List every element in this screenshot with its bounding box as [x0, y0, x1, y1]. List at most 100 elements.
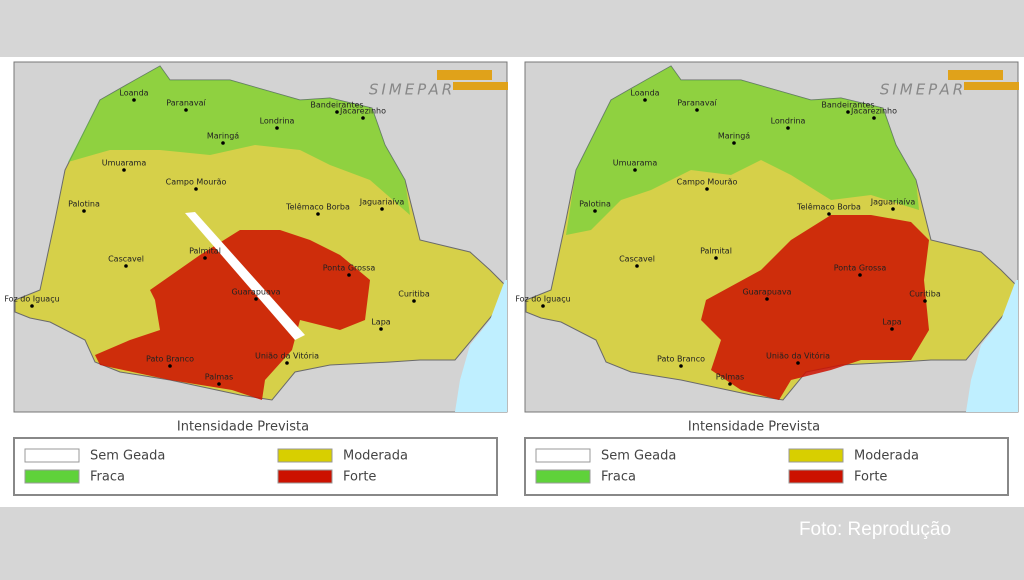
legend-box	[13, 437, 498, 496]
city-label: União da Vitória	[255, 351, 319, 361]
city-label: Palmas	[716, 373, 744, 382]
legend-label: Forte	[343, 470, 376, 485]
city-dot	[316, 212, 320, 216]
city-label: Foz do Iguaçu	[4, 295, 59, 304]
logo-mark	[964, 82, 1019, 90]
city-label: Campo Mourão	[677, 178, 738, 187]
legend-title: Intensidade Prevista	[177, 420, 309, 435]
legend-swatch	[277, 448, 333, 463]
city-dot	[132, 98, 136, 102]
city-dot	[593, 209, 597, 213]
city-dot	[168, 364, 172, 368]
city-dot	[335, 110, 339, 114]
city-dot	[846, 110, 850, 114]
city-label: Cascavel	[108, 255, 144, 264]
city-label: Lapa	[371, 318, 390, 327]
city-label: Loanda	[119, 89, 148, 98]
no-frost-strip	[185, 212, 305, 340]
weak-frost-area	[68, 66, 410, 215]
city-dot	[786, 126, 790, 130]
strong-frost-area	[701, 215, 929, 400]
city-dot	[705, 187, 709, 191]
city-dot	[347, 273, 351, 277]
city-dot	[82, 209, 86, 213]
city-label: Curitiba	[398, 290, 430, 299]
city-dot	[695, 108, 699, 112]
city-label: Jacarezinho	[850, 107, 897, 116]
city-dot	[858, 273, 862, 277]
city-label: Palotina	[68, 200, 100, 209]
city-dot	[796, 361, 800, 365]
city-label: Campo Mourão	[166, 178, 227, 187]
city-label: Jaguariaíva	[359, 198, 405, 207]
legend-label: Fraca	[601, 470, 636, 485]
strong-frost-area	[95, 230, 370, 400]
city-label: Palmas	[205, 373, 233, 382]
logo-text: SIMEPAR	[369, 81, 455, 99]
city-label: Pato Branco	[657, 355, 705, 364]
city-dot	[732, 141, 736, 145]
city-label: Palmital	[189, 247, 221, 256]
city-dot	[633, 168, 637, 172]
city-label: Umuarama	[613, 159, 658, 168]
city-label: Lapa	[882, 318, 901, 327]
city-label: Cascavel	[619, 255, 655, 264]
logo-mark	[948, 70, 1003, 80]
city-label: Maringá	[718, 132, 750, 141]
city-dot	[872, 116, 876, 120]
city-label: Palmital	[700, 247, 732, 256]
legend-title: Intensidade Prevista	[688, 420, 820, 435]
city-dot	[275, 126, 279, 130]
city-dot	[194, 187, 198, 191]
city-dot	[714, 256, 718, 260]
city-label: Pato Branco	[146, 355, 194, 364]
city-dot	[728, 382, 732, 386]
city-dot	[891, 207, 895, 211]
city-dot	[254, 297, 258, 301]
logo-mark	[453, 82, 508, 90]
city-label: Paranavaí	[677, 99, 717, 108]
city-dot	[124, 264, 128, 268]
city-dot	[30, 304, 34, 308]
city-dot	[184, 108, 188, 112]
city-label: Guarapuava	[231, 288, 280, 297]
city-dot	[827, 212, 831, 216]
city-label: Ponta Grossa	[834, 264, 887, 273]
legend-label: Moderada	[854, 449, 919, 464]
city-dot	[285, 361, 289, 365]
legend-swatch	[535, 448, 591, 463]
city-dot	[361, 116, 365, 120]
legend-label: Sem Geada	[601, 449, 676, 464]
city-dot	[217, 382, 221, 386]
city-dot	[923, 299, 927, 303]
caption: Foto: Reprodução	[799, 519, 951, 540]
legend-box	[524, 437, 1009, 496]
city-label: Curitiba	[909, 290, 941, 299]
city-label: Londrina	[771, 117, 806, 126]
city-label: Maringá	[207, 132, 239, 141]
legend-swatch	[788, 469, 844, 484]
city-label: Telêmaco Borba	[285, 202, 350, 212]
logo-mark	[437, 70, 492, 80]
legend-swatch	[24, 469, 80, 484]
city-label: Telêmaco Borba	[796, 202, 861, 212]
city-dot	[679, 364, 683, 368]
city-label: Foz do Iguaçu	[515, 295, 570, 304]
city-dot	[380, 207, 384, 211]
legend-label: Fraca	[90, 470, 125, 485]
city-label: Guarapuava	[742, 288, 791, 297]
city-dot	[643, 98, 647, 102]
weak-frost-area	[566, 66, 919, 235]
ocean	[966, 280, 1018, 412]
city-dot	[890, 327, 894, 331]
city-dot	[541, 304, 545, 308]
city-label: Loanda	[630, 89, 659, 98]
legend-swatch	[535, 469, 591, 484]
city-label: Jaguariaíva	[870, 198, 916, 207]
city-dot	[412, 299, 416, 303]
legend-swatch	[277, 469, 333, 484]
ocean	[455, 280, 507, 412]
city-dot	[221, 141, 225, 145]
